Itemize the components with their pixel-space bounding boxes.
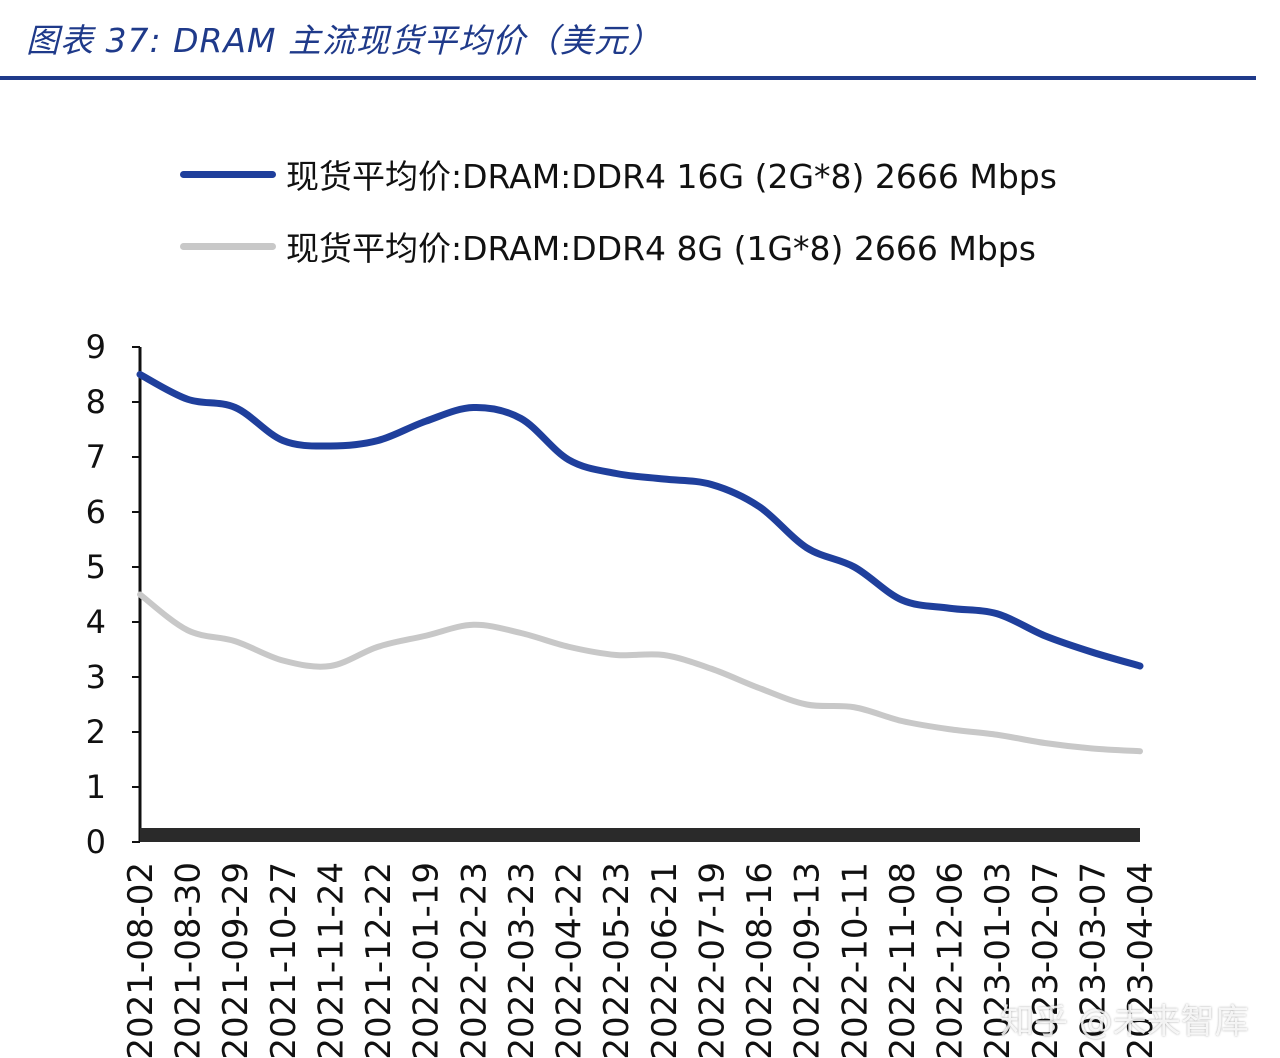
- x-tick-label: 2023-03-07: [1073, 862, 1113, 1058]
- x-tick-label: 2022-10-11: [835, 862, 875, 1058]
- legend-swatch-ddr4-8g: [180, 242, 276, 250]
- x-tick-label: 2022-03-23: [502, 862, 542, 1058]
- x-tick-label: 2021-11-24: [311, 862, 351, 1058]
- x-tick-label: 2022-12-06: [931, 862, 971, 1058]
- x-tick-label: 2021-12-22: [359, 862, 399, 1058]
- x-tick-label: 2023-01-03: [978, 862, 1018, 1058]
- x-tick-label: 2021-09-29: [216, 862, 256, 1058]
- y-tick-label: 2: [86, 713, 106, 751]
- x-tick-label: 2022-07-19: [692, 862, 732, 1058]
- y-tick-label: 5: [86, 548, 106, 586]
- x-tick-label: 2023-02-07: [1026, 862, 1066, 1058]
- x-tick-label: 2022-04-22: [550, 862, 590, 1058]
- figure-title: 图表 37: DRAM 主流现货平均价（美元）: [26, 21, 662, 60]
- legend-swatch-ddr4-16g: [180, 170, 276, 178]
- x-tick-label: 2021-08-02: [121, 862, 161, 1058]
- y-tick-label: 3: [86, 658, 106, 696]
- x-tick-label: 2022-08-16: [740, 862, 780, 1058]
- legend-label-ddr4-16g: 现货平均价:DRAM:DDR4 16G (2G*8) 2666 Mbps: [286, 157, 1057, 196]
- x-tick-label: 2022-06-21: [645, 862, 685, 1058]
- x-tick-label: 2022-09-13: [788, 862, 828, 1058]
- x-tick-label: 2022-02-23: [454, 862, 494, 1058]
- title-rule: [0, 76, 1256, 80]
- y-tick-label: 6: [86, 493, 106, 531]
- y-tick-label: 8: [86, 383, 106, 421]
- x-tick-label: 2021-08-30: [169, 862, 209, 1058]
- series-line-1: [137, 591, 1143, 755]
- series-line-0: [136, 371, 1144, 670]
- x-tick-label: 2022-05-23: [597, 862, 637, 1058]
- x-tick-label: 2023-04-04: [1121, 862, 1161, 1058]
- y-tick-label: 9: [86, 328, 106, 366]
- y-tick-label: 7: [86, 438, 106, 476]
- watermark: 知乎 @未来智库: [1000, 1002, 1249, 1042]
- x-axis-tick-band: [140, 828, 1140, 842]
- legend-item-ddr4-8g: 现货平均价:DRAM:DDR4 8G (1G*8) 2666 Mbps: [180, 226, 1036, 268]
- x-tick-label: 2021-10-27: [264, 862, 304, 1058]
- legend-item-ddr4-16g: 现货平均价:DRAM:DDR4 16G (2G*8) 2666 Mbps: [180, 154, 1057, 196]
- legend-label-ddr4-8g: 现货平均价:DRAM:DDR4 8G (1G*8) 2666 Mbps: [286, 229, 1036, 268]
- y-tick-label: 4: [86, 603, 106, 641]
- x-tick-label: 2022-01-19: [407, 862, 447, 1058]
- x-tick-label: 2022-11-08: [883, 862, 923, 1058]
- y-tick-label: 1: [86, 768, 106, 806]
- y-tick-label: 0: [86, 823, 106, 861]
